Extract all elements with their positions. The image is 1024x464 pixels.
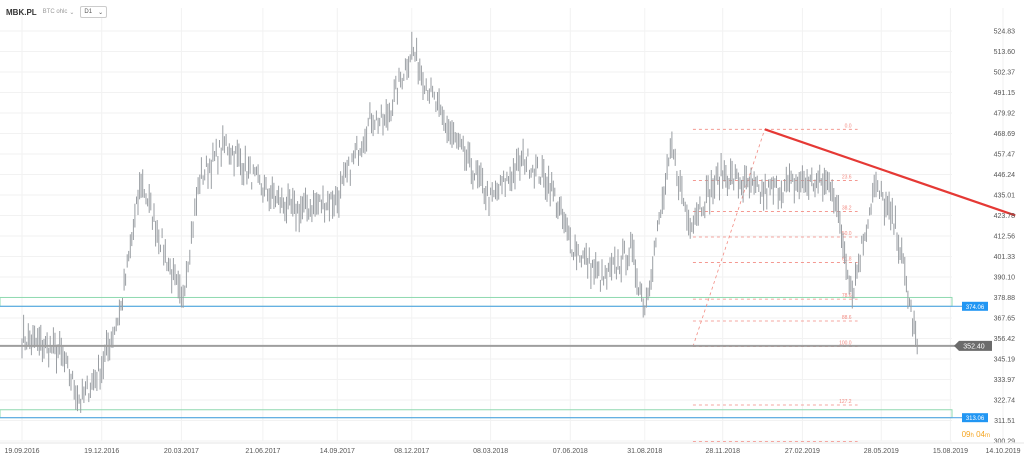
fib-level-label: 127.2 <box>839 399 852 405</box>
price-series <box>21 31 918 413</box>
y-tick-label: 345.19 <box>994 357 1016 364</box>
chart-toolbar: MBK.PL BTC ohlc ⌄ D1 ⌄ <box>6 5 108 19</box>
fib-level-label: 78.6 <box>842 293 852 299</box>
candle-countdown: 09h 04m <box>962 430 990 439</box>
zone-price-tag <box>962 413 988 423</box>
fib-anchor-line <box>692 129 766 347</box>
y-tick-label: 479.92 <box>994 111 1016 118</box>
fib-level-label: 23.6 <box>842 174 852 180</box>
chevron-down-icon: ⌄ <box>69 9 75 16</box>
x-tick-label: 08.12.2017 <box>394 448 429 455</box>
interval-label: D1 <box>84 9 93 15</box>
x-axis: 19.09.2016 19.12.2016 20.03.2017 21.06.2017… <box>0 442 1024 455</box>
x-tick-label: 07.06.2018 <box>553 448 588 455</box>
x-tick-label: 20.03.2017 <box>164 448 199 455</box>
fib-level-label: 100.0 <box>839 341 852 347</box>
x-tick-label: 28.11.2018 <box>705 448 740 455</box>
x-tick-label: 31.08.2018 <box>627 448 662 455</box>
y-tick-label: 356.42 <box>994 336 1016 343</box>
x-tick-label: 19.09.2016 <box>4 448 39 455</box>
fib-level-label: 50.0 <box>842 231 852 237</box>
x-tick-label: 19.12.2016 <box>84 448 119 455</box>
y-tick-label: 367.65 <box>994 316 1016 323</box>
current-price-tag <box>954 340 992 351</box>
chevron-down-icon: ⌄ <box>98 9 104 16</box>
trendline <box>764 128 1016 217</box>
x-tick-label: 21.06.2017 <box>245 448 280 455</box>
fib-level-label: 38.2 <box>842 205 852 211</box>
interval-dropdown[interactable]: D1 ⌄ <box>80 6 108 18</box>
fibonacci-levels: 0.0 23.6 38.2 50.0 61.8 78.6 88.6 100.0 127.2 <box>692 123 858 442</box>
fib-level-label: 88.6 <box>842 315 852 321</box>
chart-type-label: BTC ohlc <box>42 9 68 15</box>
fib-level-label: 0.0 <box>845 123 852 129</box>
y-axis: 524.83 513.60 502.37 491.15 479.92 468.69 457.… <box>994 29 1016 446</box>
current-price-label: 352.40 <box>963 343 985 350</box>
y-tick-label: 300.29 <box>994 439 1016 446</box>
y-tick-label: 311.51 <box>994 418 1015 425</box>
y-tick-label: 446.24 <box>994 172 1016 179</box>
x-tick-label: 28.05.2019 <box>864 448 899 455</box>
y-tick-label: 435.01 <box>994 193 1016 200</box>
zone-price-label: 374.06 <box>966 305 985 311</box>
symbol-label[interactable]: MBK.PL <box>6 7 37 17</box>
y-tick-label: 524.83 <box>994 29 1016 36</box>
chart-type-dropdown[interactable]: BTC ohlc ⌄ <box>43 9 75 16</box>
x-tick-label: 14.09.2017 <box>320 448 355 455</box>
y-tick-label: 468.69 <box>994 131 1016 138</box>
y-tick-label: 491.15 <box>994 90 1016 97</box>
y-tick-label: 401.33 <box>994 254 1016 261</box>
y-tick-label: 412.56 <box>994 234 1016 241</box>
y-tick-label: 333.97 <box>994 377 1016 384</box>
support-zone <box>0 409 953 419</box>
y-tick-label: 322.74 <box>994 398 1016 405</box>
zone-price-label: 313.06 <box>966 416 985 422</box>
fib-level-label: 61.8 <box>842 257 852 263</box>
x-tick-label: 27.02.2019 <box>785 448 820 455</box>
x-tick-label: 14.10.2019 <box>985 448 1020 455</box>
y-tick-label: 457.47 <box>994 151 1016 158</box>
x-tick-label: 15.08.2019 <box>933 448 968 455</box>
y-tick-label: 423.78 <box>994 213 1016 220</box>
y-tick-label: 502.37 <box>994 70 1016 77</box>
y-tick-label: 513.60 <box>994 49 1016 56</box>
y-tick-label: 390.10 <box>994 275 1016 282</box>
zone-price-tag <box>962 301 988 311</box>
y-tick-label: 378.88 <box>994 295 1016 302</box>
grid <box>0 8 1004 442</box>
x-tick-label: 08.03.2018 <box>473 448 508 455</box>
